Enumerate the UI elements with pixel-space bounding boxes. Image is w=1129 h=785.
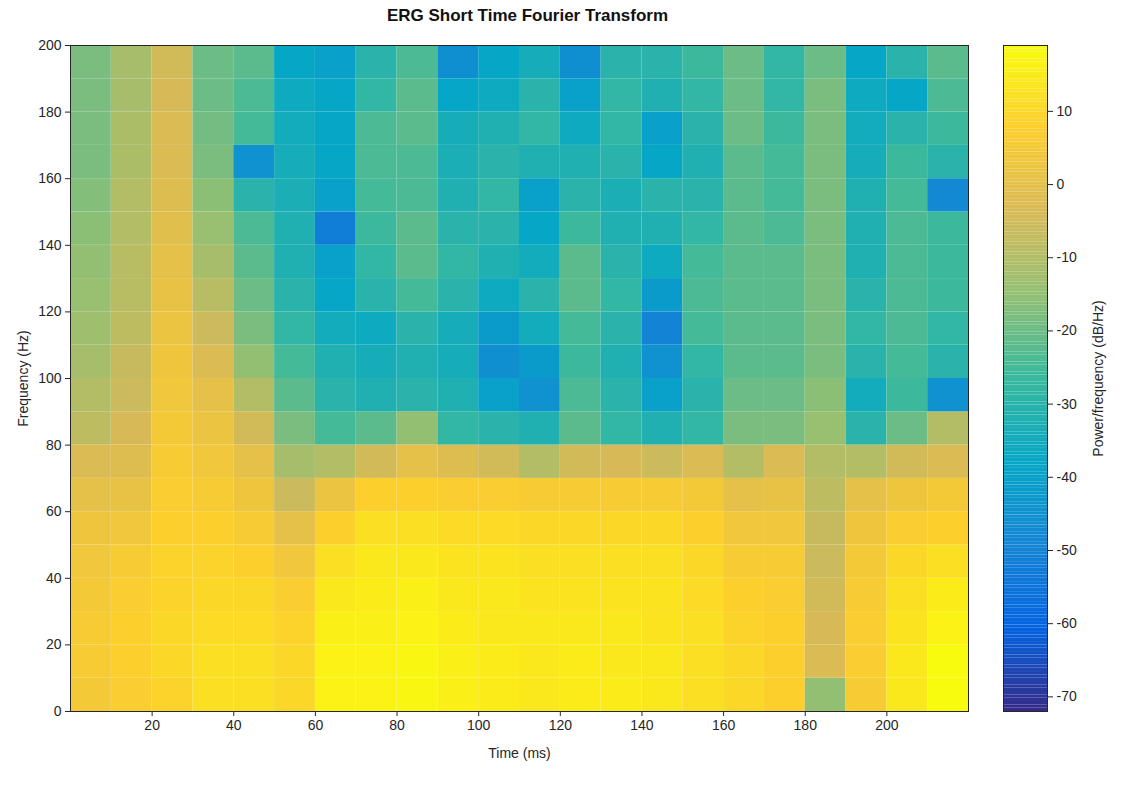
svg-text:-20: -20 [1057,322,1077,338]
svg-text:-60: -60 [1057,615,1077,631]
svg-text:-10: -10 [1057,249,1077,265]
svg-text:200: 200 [875,717,899,733]
svg-text:100: 100 [467,717,491,733]
svg-text:80: 80 [389,717,405,733]
html-text:ERG Short Time Fourier Transfo: ERG Short Time Fourier Transform [386,6,669,25]
svg-text:140: 140 [38,237,62,253]
svg-text:0: 0 [54,703,62,719]
svg-text:20: 20 [144,717,160,733]
svg-text:-70: -70 [1057,688,1077,704]
svg-text:160: 160 [712,717,736,733]
svg-text:200: 200 [38,37,62,53]
svg-text:100: 100 [38,370,62,386]
svg-text:120: 120 [549,717,573,733]
svg-text:60: 60 [46,503,62,519]
svg-text:Time (ms): Time (ms) [488,745,550,761]
svg-text:180: 180 [794,717,818,733]
svg-text:60: 60 [308,717,324,733]
svg-text:10: 10 [1057,103,1073,119]
svg-text:180: 180 [38,104,62,120]
svg-text:140: 140 [630,717,654,733]
svg-text:20: 20 [46,636,62,652]
svg-text:Frequency (Hz): Frequency (Hz) [15,330,31,426]
svg-text:160: 160 [38,170,62,186]
svg-text:80: 80 [46,437,62,453]
svg-text:Power/frequency (dB/Hz): Power/frequency (dB/Hz) [1090,300,1106,456]
svg-text:120: 120 [38,303,62,319]
svg-text:40: 40 [46,570,62,586]
svg-text:0: 0 [1057,176,1065,192]
svg-text:-30: -30 [1057,396,1077,412]
svg-text:-50: -50 [1057,542,1077,558]
svg-text:-40: -40 [1057,469,1077,485]
svg-text:40: 40 [226,717,242,733]
